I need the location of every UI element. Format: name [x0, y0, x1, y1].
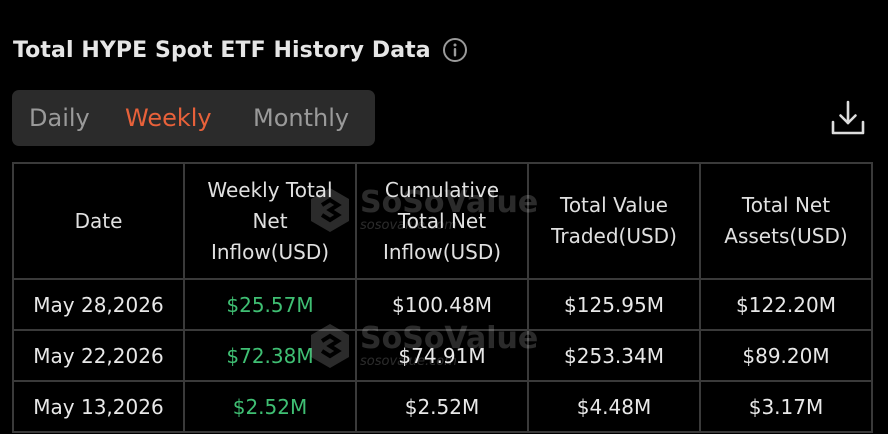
table-row: May 13,2026 $2.52M $2.52M $4.48M $3.17M [12, 380, 873, 433]
cell-total-net-assets: $122.20M [699, 278, 873, 331]
etf-history-table: Date Weekly Total Net Inflow(USD) Cumula… [12, 162, 873, 433]
page-title: Total HYPE Spot ETF History Data [13, 37, 431, 63]
header-cumulative-net-inflow: Cumulative Total Net Inflow(USD) [355, 162, 529, 280]
header-weekly-net-inflow: Weekly Total Net Inflow(USD) [183, 162, 357, 280]
table-row: May 28,2026 $25.57M $100.48M $125.95M $1… [12, 278, 873, 331]
cell-total-net-assets: $89.20M [699, 329, 873, 382]
table-header-row: Date Weekly Total Net Inflow(USD) Cumula… [12, 162, 873, 280]
header-total-net-assets: Total Net Assets(USD) [699, 162, 873, 280]
cell-cumulative-net-inflow: $2.52M [355, 380, 529, 433]
cell-total-value-traded: $4.48M [527, 380, 701, 433]
title-row: Total HYPE Spot ETF History Data [13, 34, 468, 66]
table-row: May 22,2026 $72.38M $74.91M $253.34M $89… [12, 329, 873, 382]
tab-weekly[interactable]: Weekly [125, 104, 212, 132]
cell-cumulative-net-inflow: $100.48M [355, 278, 529, 331]
cell-date: May 28,2026 [12, 278, 185, 331]
period-tabs: Daily Weekly Monthly [12, 90, 375, 146]
download-icon[interactable] [830, 100, 866, 136]
cell-total-value-traded: $253.34M [527, 329, 701, 382]
cell-weekly-net-inflow: $72.38M [183, 329, 357, 382]
header-date: Date [12, 162, 185, 280]
cell-date: May 22,2026 [12, 329, 185, 382]
cell-cumulative-net-inflow: $74.91M [355, 329, 529, 382]
cell-total-net-assets: $3.17M [699, 380, 873, 433]
cell-weekly-net-inflow: $2.52M [183, 380, 357, 433]
cell-date: May 13,2026 [12, 380, 185, 433]
tab-monthly[interactable]: Monthly [253, 104, 350, 132]
header-total-value-traded: Total Value Traded(USD) [527, 162, 701, 280]
cell-weekly-net-inflow: $25.57M [183, 278, 357, 331]
cell-total-value-traded: $125.95M [527, 278, 701, 331]
tab-daily[interactable]: Daily [29, 104, 90, 132]
info-circle-icon[interactable] [442, 37, 468, 63]
